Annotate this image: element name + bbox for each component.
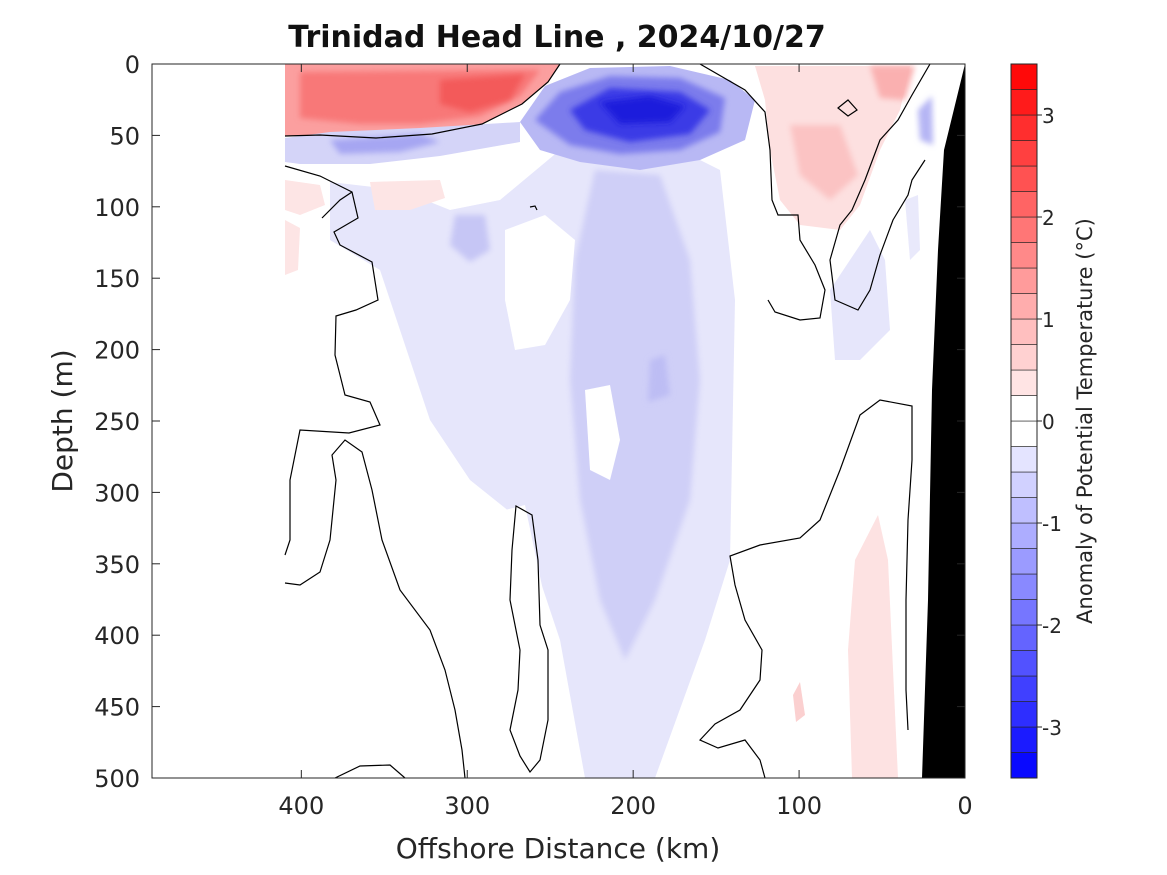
nearshore-cool-strip bbox=[830, 230, 890, 360]
colorbar-band bbox=[1010, 395, 1038, 422]
colorbar-band bbox=[1010, 89, 1038, 116]
colorbar-band bbox=[1010, 497, 1038, 524]
y-tick-label: 300 bbox=[94, 479, 140, 507]
colorbar-tick-label: 2 bbox=[1042, 206, 1055, 230]
colorbar-band bbox=[1010, 318, 1038, 345]
y-tick-label: 50 bbox=[109, 122, 140, 150]
colorbar-band bbox=[1010, 599, 1038, 626]
thin-cold-band-core bbox=[330, 134, 440, 154]
deep-warm-dot bbox=[793, 682, 805, 722]
deep-warm-tongue bbox=[848, 515, 898, 778]
colorbar-band bbox=[1010, 63, 1038, 90]
x-tick-label: 200 bbox=[610, 792, 656, 820]
y-axis: 0 50 100 150 200 250 300 350 400 450 500 bbox=[94, 51, 965, 793]
x-axis-label: Offshore Distance (km) bbox=[396, 832, 721, 865]
warm-patch-edge bbox=[285, 220, 300, 275]
colorbar-tick-label: -3 bbox=[1042, 716, 1062, 740]
colorbar-label: Anomaly of Potential Temperature (°C) bbox=[1073, 218, 1097, 624]
y-tick-label: 200 bbox=[94, 337, 140, 365]
colorbar-band bbox=[1010, 726, 1038, 753]
y-tick-label: 400 bbox=[94, 622, 140, 650]
x-tick-label: 100 bbox=[776, 792, 822, 820]
colorbar-band bbox=[1010, 216, 1038, 243]
y-tick-label: 150 bbox=[94, 265, 140, 293]
y-tick-label: 100 bbox=[94, 194, 140, 222]
y-tick-label: 0 bbox=[125, 51, 140, 79]
warm-patch-small bbox=[370, 180, 445, 210]
colorbar-band bbox=[1010, 165, 1038, 192]
neutral-tongue bbox=[500, 505, 550, 770]
colorbar-band bbox=[1010, 242, 1038, 269]
colorbar-band bbox=[1010, 293, 1038, 320]
nearshore-cold-patch bbox=[918, 96, 933, 145]
anomaly-field bbox=[284, 64, 965, 778]
colorbar-band bbox=[1010, 701, 1038, 728]
colorbar-band bbox=[1010, 752, 1038, 779]
warm-patch-left bbox=[285, 180, 325, 215]
colorbar bbox=[1010, 63, 1038, 779]
nearshore-cool-strip-2 bbox=[905, 195, 920, 260]
x-axis: 400 300 200 100 0 bbox=[278, 64, 973, 820]
neutral-hole bbox=[505, 215, 575, 350]
colorbar-band bbox=[1010, 191, 1038, 218]
x-tick-label: 0 bbox=[957, 792, 972, 820]
colorbar-tick-label: -2 bbox=[1042, 614, 1062, 638]
y-tick-label: 350 bbox=[94, 551, 140, 579]
x-tick-label: 400 bbox=[278, 792, 324, 820]
cold-core-peak bbox=[600, 96, 685, 124]
colorbar-ticks: -3 -2 -1 0 1 2 3 bbox=[1037, 104, 1062, 740]
colorbar-band bbox=[1010, 114, 1038, 141]
nearshore-warm-core bbox=[790, 125, 858, 200]
colorbar-band bbox=[1010, 650, 1038, 677]
colorbar-tick-label: 0 bbox=[1042, 410, 1055, 434]
colorbar-band bbox=[1010, 624, 1038, 651]
colorbar-band bbox=[1010, 675, 1038, 702]
cool-patch-deep bbox=[648, 355, 670, 402]
colorbar-band bbox=[1010, 267, 1038, 294]
colorbar-band bbox=[1010, 344, 1038, 371]
nearshore-warm-surface bbox=[870, 66, 915, 100]
colorbar-tick-label: 1 bbox=[1042, 308, 1055, 332]
seafloor bbox=[922, 64, 965, 778]
colorbar-band bbox=[1010, 420, 1038, 447]
colorbar-tick-label: -1 bbox=[1042, 512, 1062, 536]
zero-contours bbox=[284, 64, 931, 778]
y-axis-label: Depth (m) bbox=[46, 349, 79, 492]
neutral-hole-2 bbox=[585, 385, 620, 480]
y-tick-label: 450 bbox=[94, 694, 140, 722]
cool-column-core bbox=[570, 170, 700, 660]
warm-surface-peak bbox=[440, 74, 525, 112]
colorbar-band bbox=[1010, 446, 1038, 473]
x-tick-label: 300 bbox=[444, 792, 490, 820]
colorbar-tick-label: 3 bbox=[1042, 104, 1055, 128]
y-tick-label: 250 bbox=[94, 408, 140, 436]
chart-title: Trinidad Head Line , 2024/10/27 bbox=[288, 20, 825, 55]
colorbar-band bbox=[1010, 548, 1038, 575]
colorbar-band bbox=[1010, 573, 1038, 600]
colorbar-band bbox=[1010, 369, 1038, 396]
colorbar-band bbox=[1010, 471, 1038, 498]
colorbar-band bbox=[1010, 140, 1038, 167]
cool-patch bbox=[450, 215, 490, 262]
y-tick-label: 500 bbox=[94, 765, 140, 793]
colorbar-band bbox=[1010, 522, 1038, 549]
